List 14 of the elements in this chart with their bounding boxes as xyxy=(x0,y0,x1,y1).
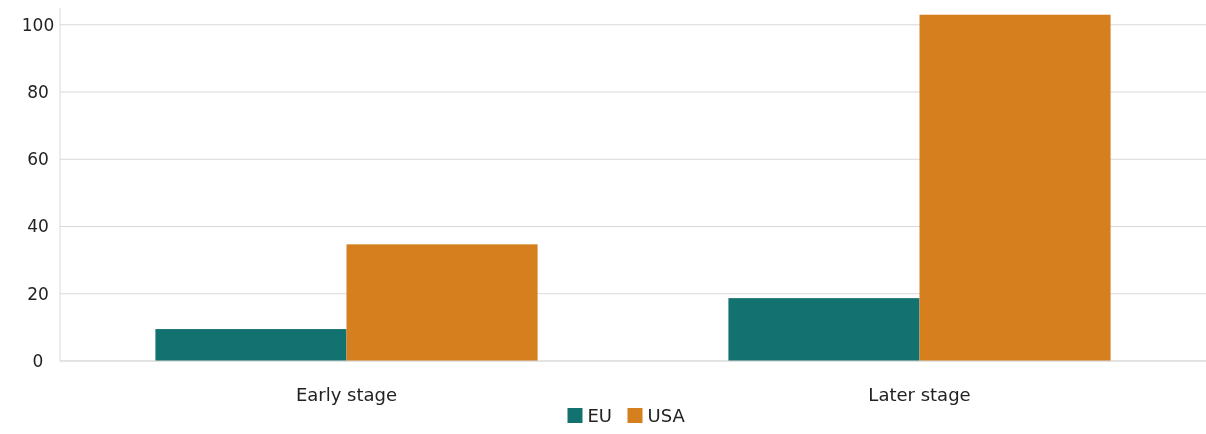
y-tick-label: 20 xyxy=(27,283,49,304)
x-tick-label: Later stage xyxy=(868,384,971,405)
legend-label: EU xyxy=(587,405,613,427)
y-tick-label: 80 xyxy=(27,82,49,102)
bar xyxy=(346,244,538,361)
bar xyxy=(728,298,920,361)
y-tick-label: 100 xyxy=(21,14,55,35)
x-tick-label: Early stage xyxy=(295,384,398,405)
y-tick-label: 60 xyxy=(27,149,49,170)
y-tick-label: 40 xyxy=(27,216,49,237)
bar xyxy=(919,14,1111,361)
legend-label: USA xyxy=(647,405,686,427)
y-tick-label: 0 xyxy=(32,350,44,371)
bar xyxy=(155,329,347,361)
